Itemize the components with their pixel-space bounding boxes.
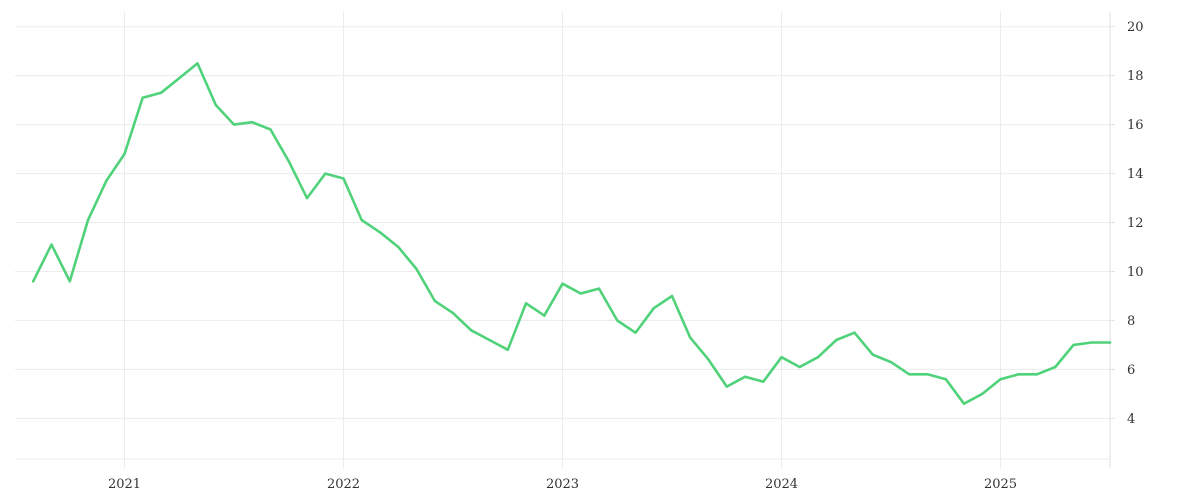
y-tick-label: 4 bbox=[1127, 412, 1135, 427]
data-point bbox=[561, 282, 564, 285]
data-point bbox=[524, 302, 528, 305]
data-point bbox=[451, 311, 455, 315]
data-point bbox=[50, 243, 53, 246]
data-point bbox=[670, 294, 674, 298]
data-point bbox=[378, 231, 382, 234]
data-point bbox=[889, 360, 893, 364]
data-point bbox=[232, 123, 236, 126]
x-tick-label: 2023 bbox=[546, 477, 579, 492]
data-point bbox=[141, 96, 144, 99]
data-point bbox=[871, 353, 874, 356]
data-point bbox=[433, 299, 436, 303]
data-point bbox=[269, 128, 272, 131]
y-axis-ticks: 4 6 8 10 12 14 16 18 20 bbox=[1110, 20, 1144, 427]
gridlines bbox=[15, 12, 1110, 468]
data-point bbox=[981, 392, 984, 396]
data-point bbox=[634, 331, 637, 334]
data-point bbox=[1054, 365, 1057, 369]
data-point bbox=[1108, 341, 1112, 344]
data-point bbox=[853, 331, 856, 334]
data-point bbox=[999, 378, 1002, 381]
x-tick-label: 2025 bbox=[984, 477, 1017, 492]
y-tick-label: 20 bbox=[1127, 20, 1144, 35]
data-point bbox=[908, 373, 911, 376]
y-tick-label: 12 bbox=[1127, 216, 1144, 231]
y-tick-label: 16 bbox=[1127, 118, 1144, 133]
x-tick-label: 2022 bbox=[327, 477, 360, 492]
x-tick-label: 2021 bbox=[108, 477, 141, 492]
data-point bbox=[68, 280, 72, 283]
data-point bbox=[652, 307, 655, 310]
data-point bbox=[305, 196, 309, 200]
data-point bbox=[159, 91, 163, 95]
data-point bbox=[725, 385, 728, 388]
y-tick-label: 18 bbox=[1127, 69, 1144, 84]
x-tick-label: 2024 bbox=[765, 477, 798, 492]
data-point bbox=[597, 287, 601, 290]
data-point bbox=[32, 280, 35, 283]
data-point bbox=[743, 375, 747, 378]
data-point bbox=[1017, 373, 1020, 376]
x-axis-ticks: 2021 2022 2023 2024 2025 bbox=[108, 477, 1017, 492]
data-point bbox=[1035, 373, 1039, 376]
data-point bbox=[178, 76, 181, 80]
data-point bbox=[287, 160, 290, 163]
data-point bbox=[360, 218, 363, 222]
data-point bbox=[944, 378, 947, 381]
data-point bbox=[86, 218, 90, 222]
data-point bbox=[816, 356, 820, 359]
data-point bbox=[488, 338, 491, 342]
data-point bbox=[926, 373, 929, 376]
data-point bbox=[214, 103, 217, 107]
data-point bbox=[123, 152, 126, 156]
data-point bbox=[105, 179, 108, 183]
data-point bbox=[506, 348, 509, 351]
data-point bbox=[415, 267, 418, 271]
y-tick-label: 6 bbox=[1127, 363, 1135, 378]
data-point bbox=[470, 329, 473, 332]
data-point bbox=[251, 121, 254, 124]
data-point bbox=[616, 319, 619, 322]
data-point bbox=[196, 62, 199, 65]
data-point bbox=[962, 402, 966, 405]
data-point bbox=[835, 338, 838, 342]
series-layer bbox=[31, 62, 1112, 406]
series-line bbox=[31, 62, 1112, 406]
data-point bbox=[762, 380, 765, 383]
data-point bbox=[1072, 343, 1075, 347]
y-tick-label: 14 bbox=[1127, 167, 1144, 182]
data-point bbox=[707, 358, 710, 361]
data-point bbox=[342, 177, 345, 180]
data-point bbox=[689, 336, 692, 339]
data-point bbox=[1090, 341, 1094, 344]
data-point bbox=[579, 292, 582, 295]
data-point bbox=[397, 245, 400, 249]
data-point bbox=[780, 356, 783, 359]
y-tick-label: 10 bbox=[1127, 265, 1144, 280]
y-tick-label: 8 bbox=[1127, 314, 1135, 329]
data-point bbox=[798, 365, 801, 369]
data-point bbox=[324, 172, 327, 175]
data-point bbox=[543, 314, 546, 317]
